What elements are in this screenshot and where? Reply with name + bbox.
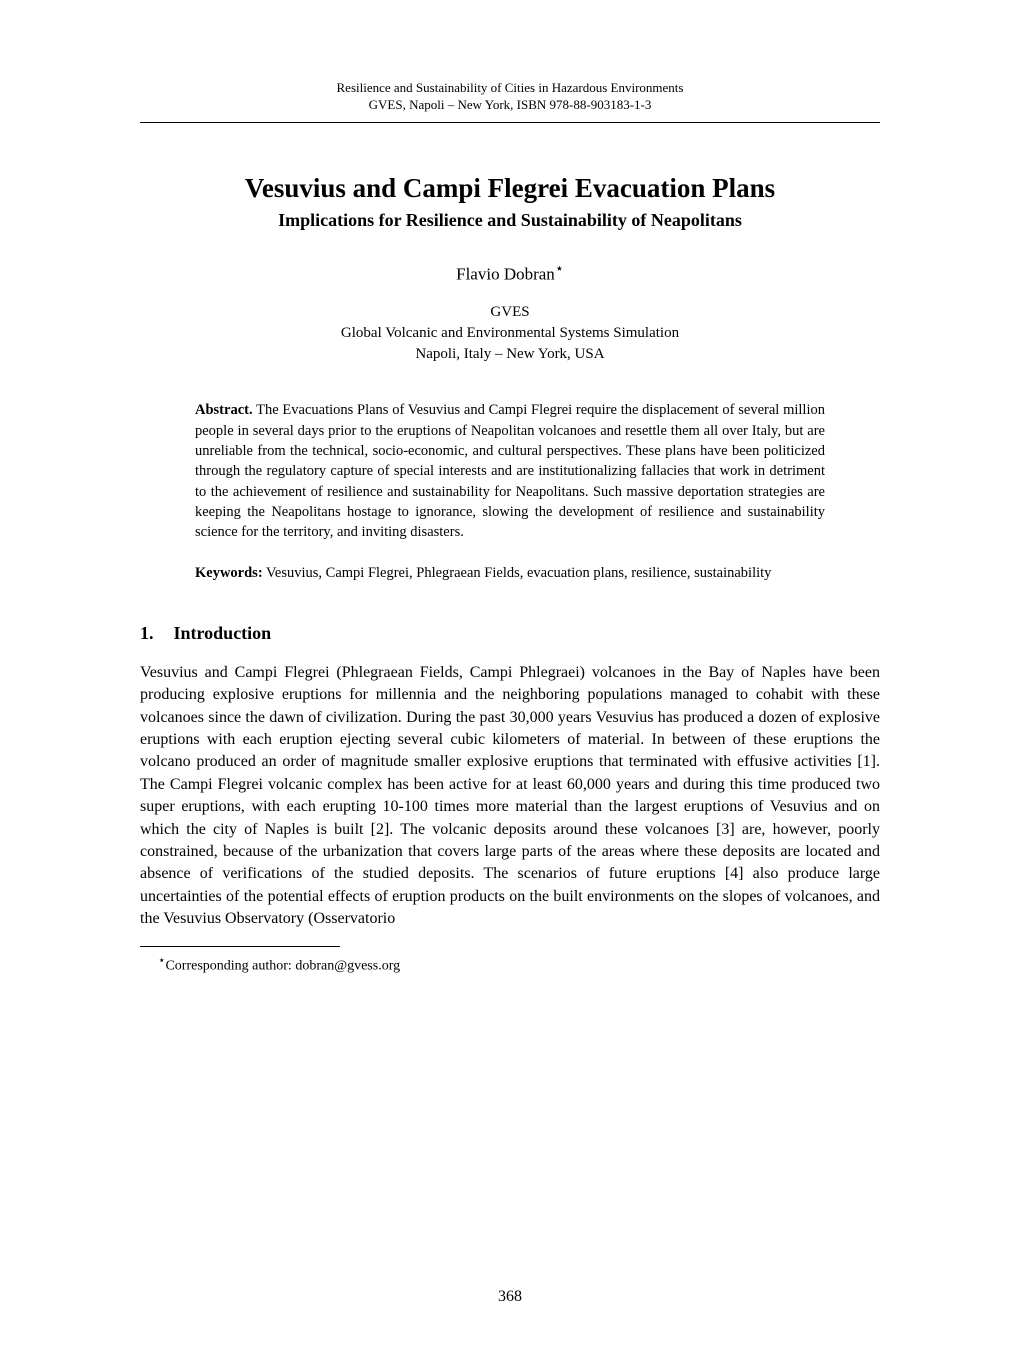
abstract-block: Abstract. The Evacuations Plans of Vesuv…: [195, 400, 825, 542]
paper-title: Vesuvius and Campi Flegrei Evacuation Pl…: [140, 173, 880, 204]
keywords-text: Vesuvius, Campi Flegrei, Phlegraean Fiel…: [263, 565, 772, 581]
page-number: 368: [0, 1288, 1020, 1306]
footnote-divider: [140, 946, 340, 947]
header-line-1: Resilience and Sustainability of Cities …: [140, 80, 880, 97]
author-name: Flavio Dobran⋆: [140, 261, 880, 285]
author-footnote-marker: ⋆: [555, 261, 564, 277]
keywords-label: Keywords:: [195, 565, 263, 581]
affiliation-line-3: Napoli, Italy – New York, USA: [140, 344, 880, 365]
footnote-text: Corresponding author: dobran@gvess.org: [165, 958, 400, 973]
header-divider: [140, 122, 880, 123]
section-number: 1.: [140, 623, 154, 644]
affiliation-line-1: GVES: [140, 302, 880, 323]
section-heading: 1. Introduction: [140, 623, 880, 644]
author-text: Flavio Dobran: [456, 264, 555, 283]
header-line-2: GVES, Napoli – New York, ISBN 978-88-903…: [140, 97, 880, 114]
footnote: ⋆Corresponding author: dobran@gvess.org: [140, 953, 880, 975]
keywords-block: Keywords: Vesuvius, Campi Flegrei, Phleg…: [195, 563, 825, 583]
abstract-label: Abstract.: [195, 402, 253, 418]
abstract-text: The Evacuations Plans of Vesuvius and Ca…: [195, 402, 825, 540]
affiliation-line-2: Global Volcanic and Environmental System…: [140, 323, 880, 344]
affiliation-block: GVES Global Volcanic and Environmental S…: [140, 302, 880, 365]
running-header: Resilience and Sustainability of Cities …: [140, 80, 880, 114]
body-paragraph: Vesuvius and Campi Flegrei (Phlegraean F…: [140, 662, 880, 931]
paper-subtitle: Implications for Resilience and Sustaina…: [140, 210, 880, 231]
section-title: Introduction: [174, 623, 272, 643]
